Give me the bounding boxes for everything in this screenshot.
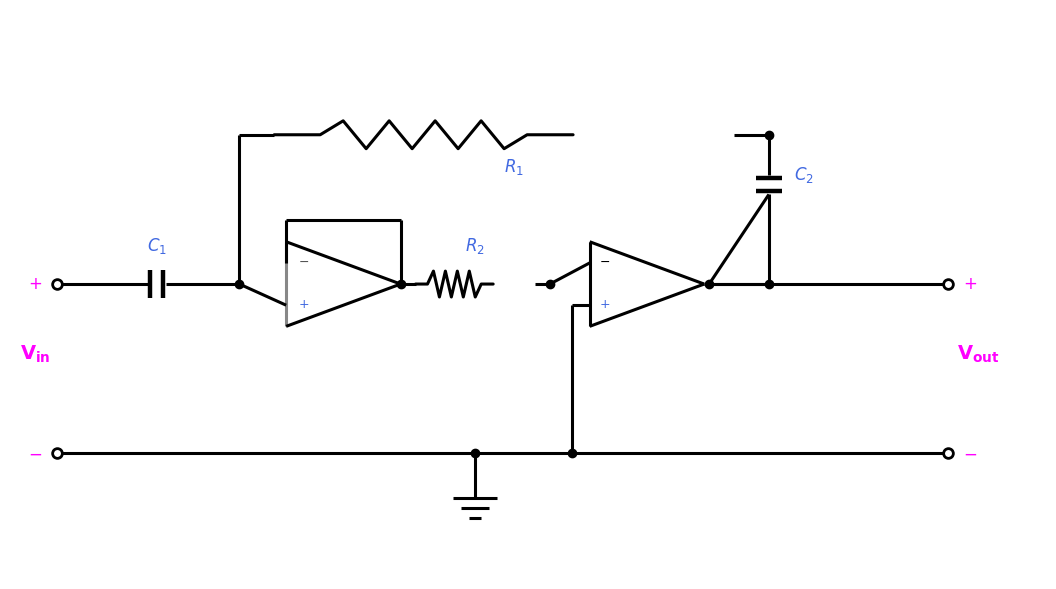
Text: $\mathbf{V_{out}}$: $\mathbf{V_{out}}$ (957, 344, 999, 365)
Text: $\mathbf{V_{in}}$: $\mathbf{V_{in}}$ (20, 344, 51, 365)
Text: $-$: $-$ (299, 256, 309, 269)
Text: $-$: $-$ (963, 444, 977, 462)
Text: $C_1$: $C_1$ (147, 236, 167, 256)
Text: $+$: $+$ (299, 297, 309, 311)
Text: $-$: $-$ (599, 256, 610, 269)
Text: $-$: $-$ (29, 444, 42, 462)
Text: $R_1$: $R_1$ (504, 157, 524, 177)
Text: $+$: $+$ (963, 275, 977, 293)
Text: $+$: $+$ (599, 297, 610, 311)
Text: $+$: $+$ (29, 275, 42, 293)
Text: $R_2$: $R_2$ (466, 236, 485, 256)
Text: $C_2$: $C_2$ (794, 164, 813, 184)
